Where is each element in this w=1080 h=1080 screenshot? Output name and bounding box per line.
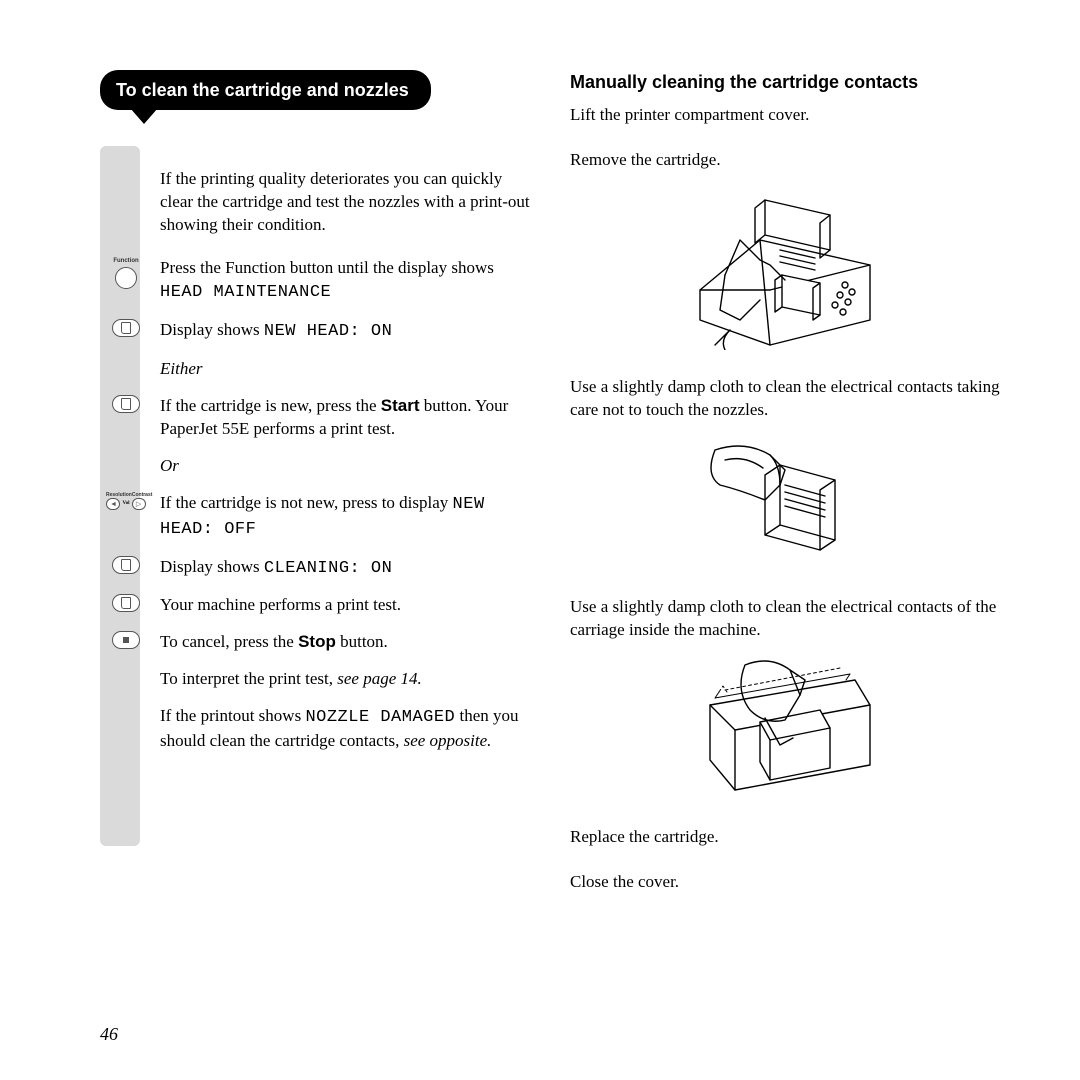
clean-contacts-step: Use a slightly damp cloth to clean the e… (570, 376, 1000, 422)
replace-cartridge-step: Replace the cartridge. (570, 826, 1000, 849)
function-key-icon: Function (112, 257, 140, 289)
remove-cartridge-step: Remove the cartridge. (570, 149, 1000, 172)
text: Press the Function button until the disp… (160, 258, 494, 277)
see-page-ref: see page 14. (337, 669, 422, 688)
start-step: If the cartridge is new, press the Start… (160, 395, 530, 441)
close-cover-step: Close the cover. (570, 871, 1000, 894)
text: If the cartridge is new, press the (160, 396, 381, 415)
display-text: HEAD MAINTENANCE (160, 283, 331, 302)
lift-cover-step: Lift the printer compartment cover. (570, 104, 1000, 127)
vol-label: Vol (122, 501, 129, 508)
figure-clean-cartridge (570, 430, 1000, 570)
or-label: Or (160, 455, 530, 478)
text: If the printout shows (160, 706, 305, 725)
page-number: 46 (100, 1022, 118, 1046)
not-new-step: If the cartridge is not new, press to di… (160, 492, 530, 542)
figure-remove-cartridge (570, 180, 1000, 350)
text: button. (336, 632, 388, 651)
display-text: NOZZLE DAMAGED (305, 708, 455, 727)
clean-carriage-step: Use a slightly damp cloth to clean the e… (570, 596, 1000, 642)
text: Display shows (160, 320, 264, 339)
doc-key-icon (112, 594, 140, 612)
either-label: Either (160, 358, 530, 381)
intro-text: If the printing quality deteriorates you… (160, 168, 530, 237)
nozzle-damaged-step: If the printout shows NOZZLE DAMAGED the… (160, 705, 530, 753)
text: To interpret the print test, (160, 669, 337, 688)
section-tab: To clean the cartridge and nozzles (100, 70, 530, 110)
display-new-head-on: Display shows NEW HEAD: ON (160, 319, 530, 344)
interpret-step: To interpret the print test, see page 14… (160, 668, 530, 691)
right-heading: Manually cleaning the cartridge contacts (570, 70, 1000, 94)
text: To cancel, press the (160, 632, 298, 651)
text: Display shows (160, 557, 264, 576)
display-text: NEW HEAD: ON (264, 322, 392, 341)
stop-key-icon (112, 631, 140, 649)
contrast-label: Contrast (132, 492, 153, 499)
stop-bold: Stop (298, 632, 336, 651)
doc-key-icon (112, 556, 140, 574)
doc-key-icon (112, 395, 140, 413)
figure-clean-carriage (570, 650, 1000, 800)
function-label: Function (112, 257, 140, 265)
doc-key-icon (112, 319, 140, 337)
volume-keys-icon: Resolution Contrast ◄ Vol ▷ (106, 492, 146, 511)
tab-title: To clean the cartridge and nozzles (100, 70, 431, 110)
display-text: CLEANING: ON (264, 559, 392, 578)
right-column: Manually cleaning the cartridge contacts… (570, 70, 1000, 916)
left-column: To clean the cartridge and nozzles If th… (100, 70, 530, 916)
display-cleaning-on: Display shows CLEANING: ON (160, 556, 530, 581)
start-bold: Start (381, 396, 420, 415)
resolution-label: Resolution (106, 492, 132, 499)
see-opposite-ref: see opposite. (404, 731, 492, 750)
text: If the cartridge is not new, press to di… (160, 493, 453, 512)
press-function-step: Press the Function button until the disp… (160, 257, 530, 305)
print-test-step: Your machine performs a print test. (160, 594, 530, 617)
cancel-step: To cancel, press the Stop button. (160, 631, 530, 654)
